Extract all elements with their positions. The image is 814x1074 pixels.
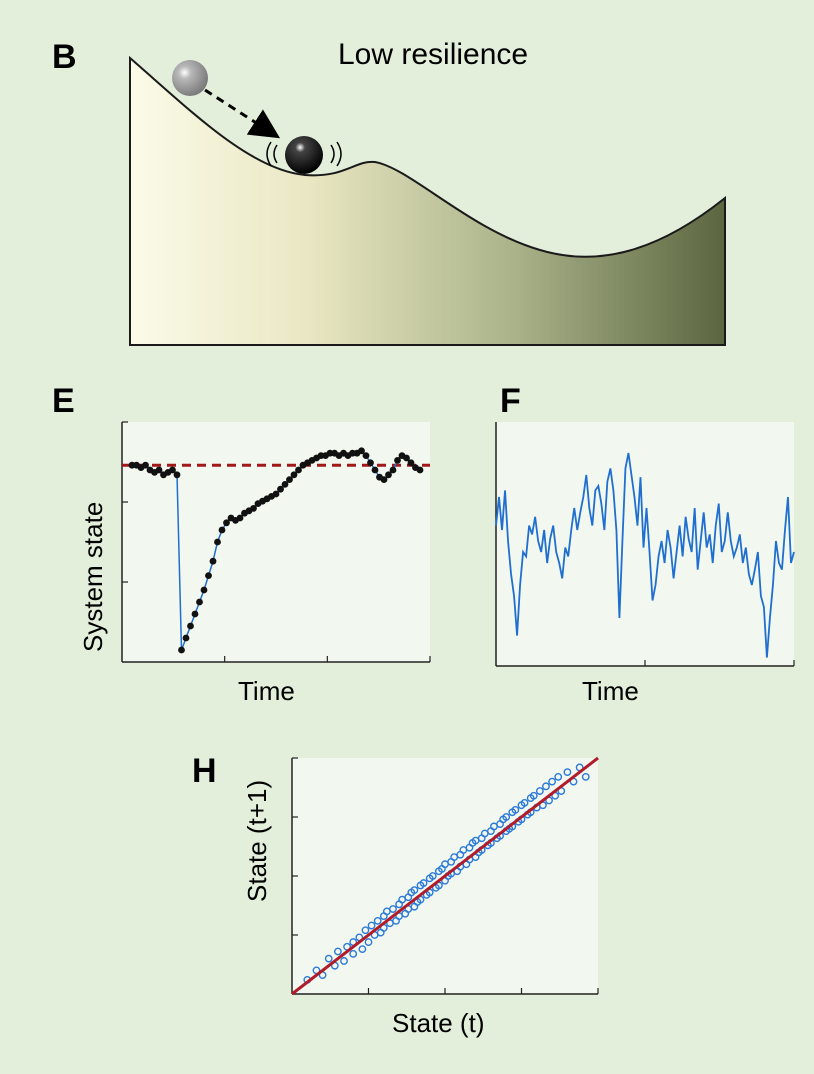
panel-e-point — [277, 485, 284, 493]
panel-f-letter: F — [500, 382, 521, 420]
hill-shape — [129, 55, 726, 346]
panel-e-point — [272, 490, 280, 498]
panel-h-point — [358, 945, 367, 954]
vibration-left-icon — [266, 141, 278, 167]
panel-h-point — [554, 772, 563, 781]
panel-h-point — [581, 772, 590, 781]
panel-h-point — [428, 872, 437, 880]
panel-h-point — [542, 782, 550, 791]
panel-h-regression-line — [291, 756, 599, 996]
panel-e-point — [290, 471, 298, 479]
panel-h-point — [511, 806, 520, 814]
panel-h-point — [548, 777, 556, 786]
panel-h-xlabel: State (t) — [392, 1008, 485, 1038]
panel-e-point — [209, 557, 217, 565]
panel-f-series-line — [495, 452, 795, 658]
panel-e-point — [142, 461, 149, 469]
panel-e-point — [358, 447, 365, 455]
panel-e-point — [182, 634, 190, 642]
panel-h-point — [349, 949, 358, 958]
panel-e-point — [362, 452, 370, 459]
panel-h-point — [535, 787, 544, 795]
panel-e-plot-area — [122, 422, 430, 662]
panel-e-point — [223, 519, 230, 527]
panel-b-title: Low resilience — [338, 38, 529, 71]
panel-h-point — [324, 954, 333, 963]
panel-e-point — [416, 466, 424, 474]
panel-h-point — [364, 938, 373, 946]
panel-e-point — [200, 586, 208, 594]
panel-b-letter: B — [52, 38, 77, 76]
panel-h-point — [563, 768, 572, 777]
panel-e-point — [178, 646, 185, 654]
panel-e-point — [214, 538, 221, 546]
panel-e-point — [169, 466, 176, 474]
panel-e-point — [380, 476, 388, 483]
panel-e-letter: E — [52, 382, 75, 420]
panel-e-point — [394, 457, 401, 464]
panel-e-point — [407, 459, 415, 467]
panel-e-point — [196, 598, 203, 606]
panel-h-point — [361, 926, 370, 935]
panel-e-point — [250, 505, 257, 512]
panel-h-point — [373, 916, 382, 925]
panel-e-point — [403, 454, 410, 462]
black-ball-icon — [285, 136, 323, 174]
panel-h-point — [520, 798, 529, 807]
panel-e-xlabel: Time — [238, 676, 295, 706]
panel-e-point — [385, 471, 392, 479]
panel-e-point — [173, 471, 181, 479]
panel-e-point — [191, 610, 199, 618]
panel-e-point — [236, 514, 244, 522]
panel-h-point — [389, 905, 397, 913]
panel-e-point — [187, 622, 194, 630]
panel-e-point — [218, 526, 226, 534]
panel-e-point — [371, 466, 379, 474]
panel-e-point — [286, 476, 293, 483]
panel-e-point — [205, 572, 212, 579]
vibration-right-icon — [330, 141, 342, 167]
panel-h-point — [502, 813, 511, 821]
panel-e-point — [367, 459, 374, 467]
panel-f-xlabel: Time — [582, 676, 639, 706]
panel-e-point — [295, 466, 302, 474]
panel-e-point — [281, 481, 289, 488]
panel-e-point — [155, 466, 163, 474]
panel-e-point — [389, 466, 397, 474]
panel-h-point — [529, 791, 538, 800]
panel-h-point — [419, 879, 428, 887]
gray-ball-icon — [172, 60, 208, 96]
panel-h-point — [367, 921, 376, 930]
panel-h-point — [410, 886, 419, 895]
panel-h-ylabel: State (t+1) — [242, 779, 272, 902]
panel-h-point — [340, 957, 348, 965]
panel-h-point — [333, 947, 342, 956]
panel-h-letter: H — [192, 752, 217, 790]
